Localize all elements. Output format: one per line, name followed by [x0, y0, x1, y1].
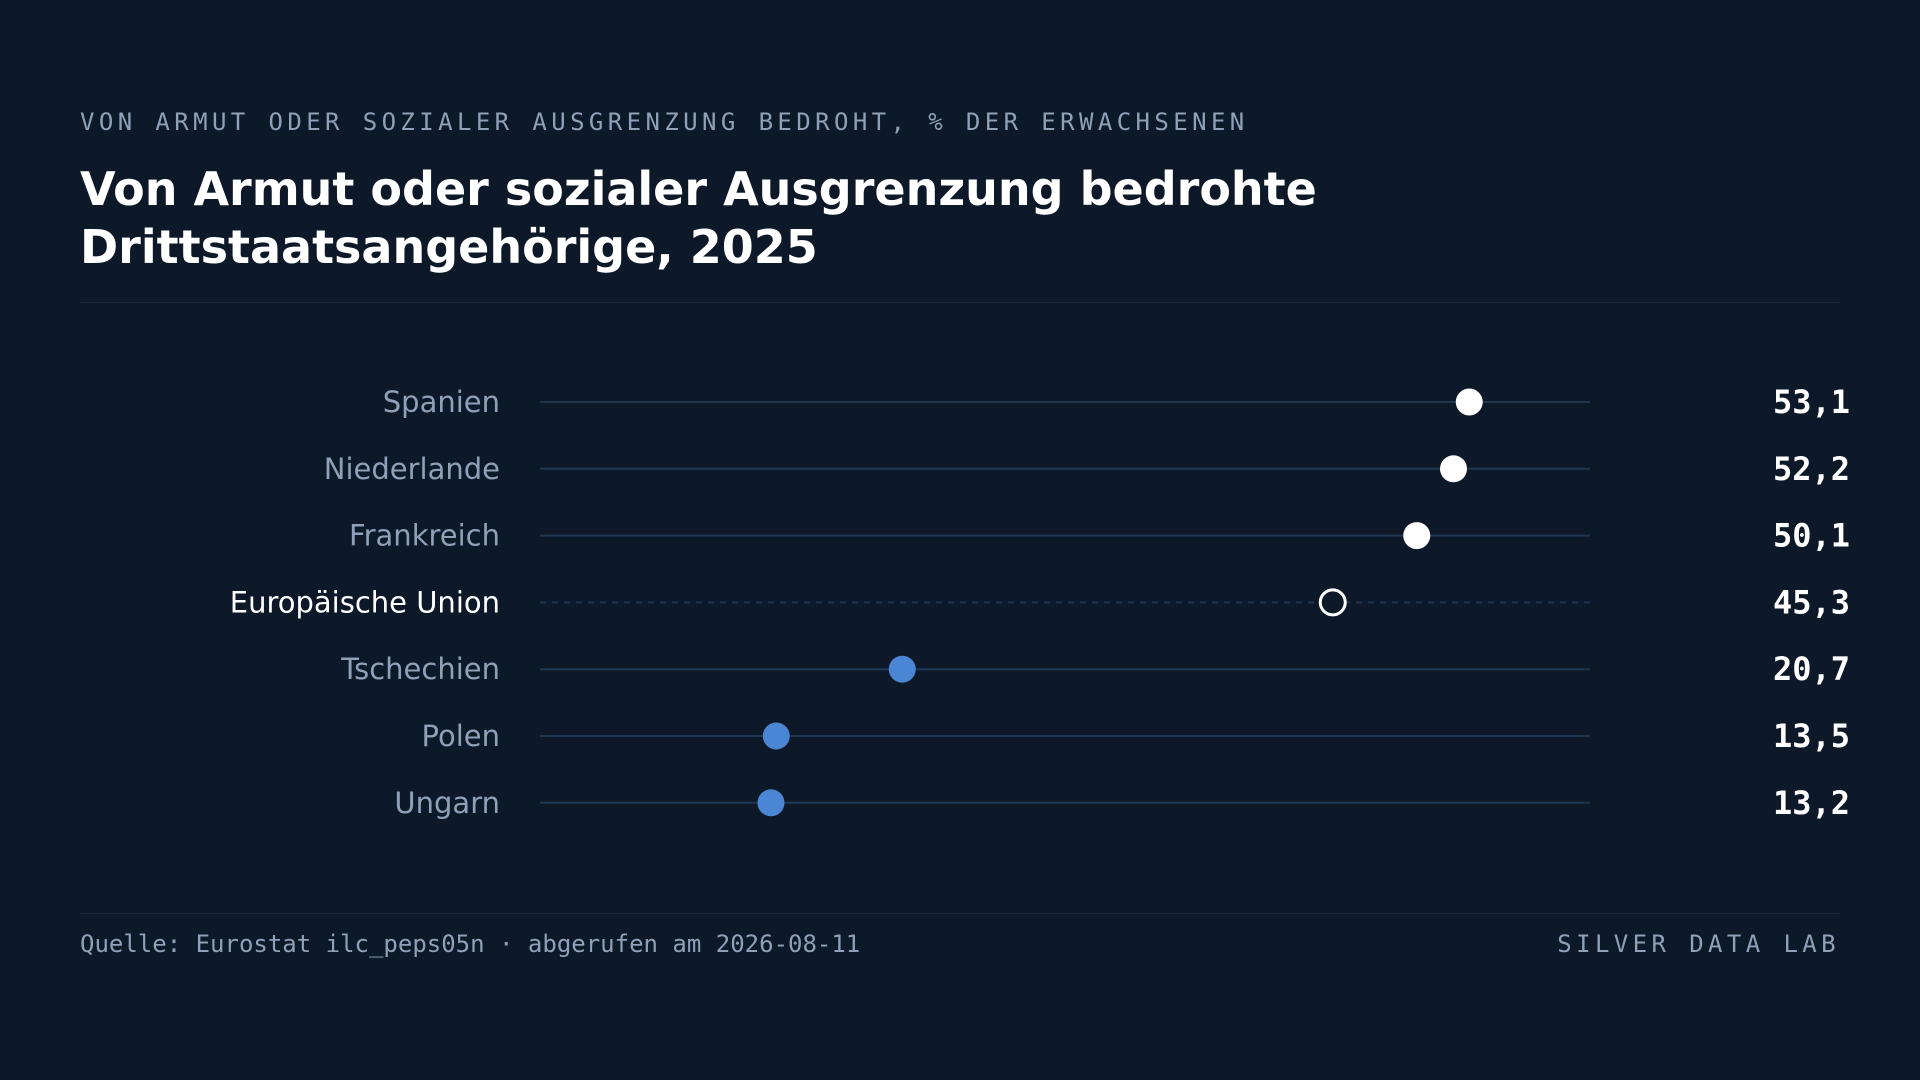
value-label: 50,1 [1773, 517, 1850, 555]
chart-row: Polen 13,5 [422, 717, 1850, 755]
header-divider [80, 302, 1840, 303]
data-point [762, 722, 790, 750]
chart-kicker: VON ARMUT ODER SOZIALER AUSGRENZUNG BEDR… [80, 108, 1249, 136]
data-point [888, 655, 916, 683]
data-point [1455, 388, 1483, 416]
chart-row: Frankreich 50,1 [349, 517, 1850, 555]
category-label: Ungarn [394, 786, 500, 820]
reference-data-point [1318, 588, 1347, 617]
category-label: Niederlande [324, 452, 500, 486]
chart-row: Tschechien 20,7 [340, 650, 1850, 688]
category-label: Europäische Union [230, 585, 500, 619]
category-label: Polen [422, 719, 500, 753]
brand-label: SILVER DATA LAB [1557, 930, 1840, 958]
data-point [757, 789, 785, 817]
data-point [1403, 522, 1431, 550]
chart-row: Ungarn 13,2 [394, 784, 1850, 822]
chart-title: Von Armut oder sozialer Ausgrenzung bedr… [80, 162, 1317, 274]
category-label: Frankreich [349, 519, 500, 553]
footer-divider [80, 913, 1840, 914]
value-label: 52,2 [1773, 450, 1850, 488]
category-label: Spanien [383, 385, 500, 419]
category-label: Tschechien [340, 652, 500, 686]
chart-row: Europäische Union 45,3 [230, 583, 1850, 621]
source-note: Quelle: Eurostat ilc_peps05n · abgerufen… [80, 930, 861, 958]
value-label: 13,2 [1773, 784, 1850, 822]
value-label: 20,7 [1773, 650, 1850, 688]
chart-row: Niederlande 52,2 [324, 450, 1850, 488]
data-point [1440, 455, 1467, 483]
chart-row: Spanien 53,1 [383, 383, 1850, 421]
value-label: 13,5 [1773, 717, 1850, 755]
value-label: 45,3 [1773, 583, 1850, 621]
value-label: 53,1 [1773, 383, 1850, 421]
